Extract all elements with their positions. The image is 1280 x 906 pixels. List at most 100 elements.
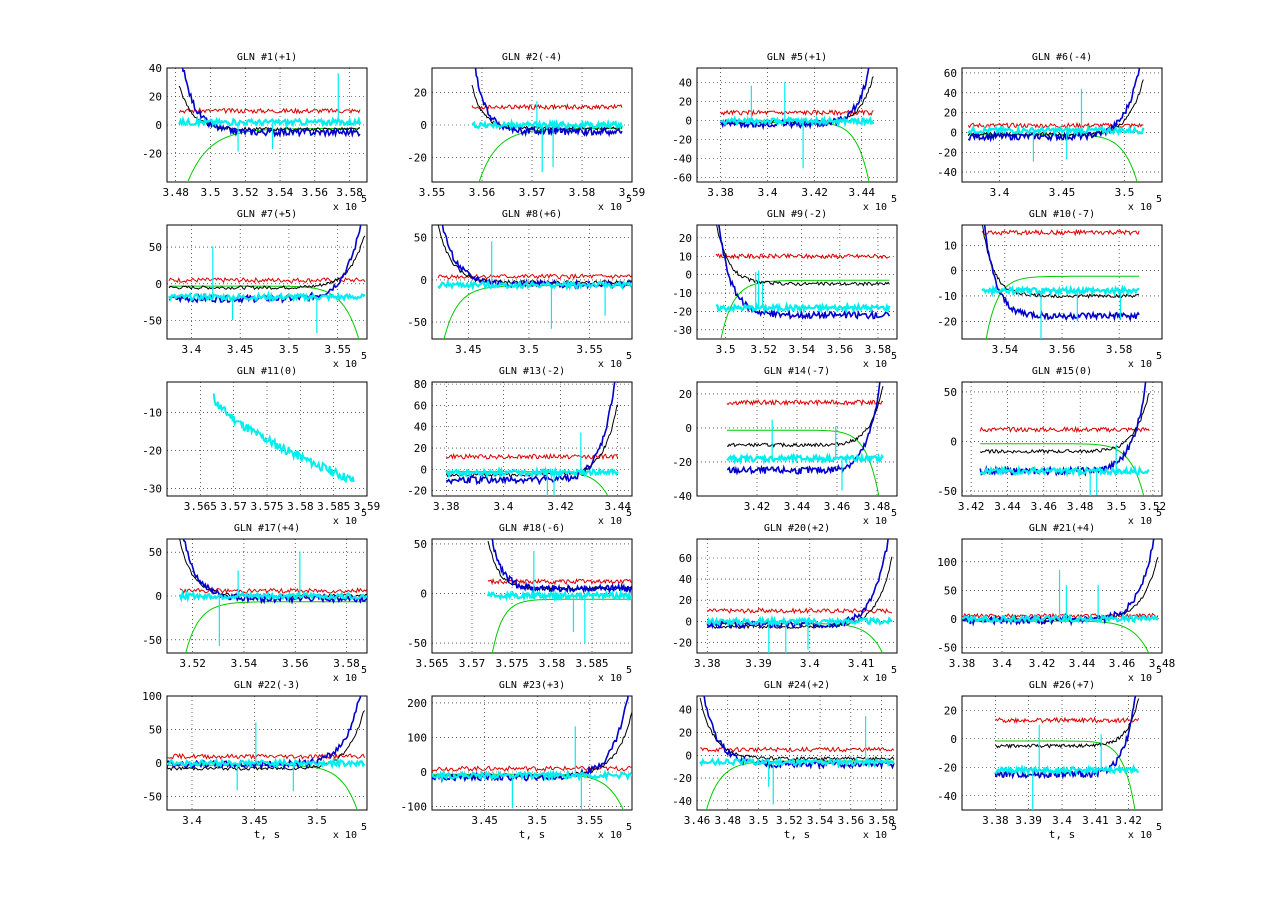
x-tick-label: 3.4 xyxy=(181,343,201,356)
y-tick-label: 100 xyxy=(142,690,162,703)
x-tick-label: 3.56 xyxy=(282,657,309,670)
axis-exponent: 5 xyxy=(626,665,632,676)
y-tick-label: 0 xyxy=(685,615,692,628)
series-cyan xyxy=(167,756,366,770)
y-tick-label: -10 xyxy=(672,287,692,300)
x-tick-label: 3.58 xyxy=(1106,343,1133,356)
series-black xyxy=(707,556,893,630)
x-tick-label: 3.58 xyxy=(868,814,895,827)
x-tick-label: 3.4 xyxy=(800,657,820,670)
y-tick-label: 20 xyxy=(679,388,692,401)
series-red xyxy=(995,716,1140,724)
axis-exponent: 5 xyxy=(891,351,897,362)
series-blue xyxy=(967,68,1141,143)
y-tick-label: 10 xyxy=(944,239,957,252)
x-tick-label: 3.585 xyxy=(575,657,608,670)
subplot-1: 3.48 3.5 3.52 3.54 3.56 3.58 -20 0 20 40 GLN #1(+1… xyxy=(142,52,368,213)
x-tick-label: 3.5 xyxy=(201,186,221,199)
subplot-title: GLN #10(-7) xyxy=(1029,209,1095,220)
series-blue xyxy=(181,68,361,139)
y-tick-label: 40 xyxy=(679,573,692,586)
x-tick-label: 3.575 xyxy=(495,657,528,670)
axis-multiplier: x 10 xyxy=(1128,202,1152,213)
y-tick-label: 50 xyxy=(414,538,427,551)
y-tick-label: -50 xyxy=(937,485,957,498)
axis-multiplier: x 10 xyxy=(1128,359,1152,370)
y-tick-label: 0 xyxy=(950,126,957,139)
x-tick-label: 3.45 xyxy=(455,343,482,356)
subplot-7: 3.5 3.52 3.54 3.56 3.58 -30 -20 -10 0 10 20 GLN #9(… xyxy=(672,209,898,370)
x-tick-label: 3.59 xyxy=(619,186,646,199)
y-tick-label: -20 xyxy=(407,152,427,165)
y-tick-label: 50 xyxy=(944,584,957,597)
x-tick-label: 3.58 xyxy=(865,343,892,356)
y-tick-label: 20 xyxy=(944,107,957,120)
y-tick-label: -20 xyxy=(672,456,692,469)
series-cyan xyxy=(178,589,367,603)
axes-box xyxy=(961,538,1163,654)
subplot-title: GLN #1(+1) xyxy=(237,52,297,63)
axis-exponent: 5 xyxy=(361,508,367,519)
y-tick-label: 40 xyxy=(149,62,162,75)
y-tick-label: 0 xyxy=(950,435,957,448)
series-green xyxy=(187,127,360,182)
series-green xyxy=(491,598,632,653)
x-tick-label: 3.55 xyxy=(576,343,603,356)
series-red xyxy=(178,107,361,115)
axis-exponent: 5 xyxy=(626,194,632,205)
axis-exponent: 5 xyxy=(891,194,897,205)
x-axis-label: t, s xyxy=(784,828,811,841)
axis-exponent: 5 xyxy=(361,665,367,676)
x-tick-label: 3.48 xyxy=(1067,500,1094,513)
series-cyan xyxy=(967,124,1145,138)
y-tick-label: 0 xyxy=(950,613,957,626)
y-tick-label: -40 xyxy=(937,790,957,803)
series-cyan xyxy=(715,300,891,315)
axis-exponent: 5 xyxy=(361,351,367,362)
y-tick-label: -50 xyxy=(937,641,957,654)
y-tick-label: 100 xyxy=(937,556,957,569)
subplot-5: 3.4 3.45 3.5 3.55 -50 0 50 GLN #7(+5) x 10 5 xyxy=(142,209,368,370)
axes-box xyxy=(431,695,633,811)
x-tick-label: 3.57 xyxy=(519,186,546,199)
series-blue xyxy=(445,382,616,486)
x-tick-label: 3.565 xyxy=(184,500,217,513)
axis-multiplier: x 10 xyxy=(863,202,887,213)
x-tick-label: 3.5 xyxy=(527,814,547,827)
y-tick-label: 0 xyxy=(420,274,427,287)
x-tick-label: 3.575 xyxy=(250,500,283,513)
x-tick-label: 3.42 xyxy=(1029,657,1056,670)
axis-multiplier: x 10 xyxy=(863,673,887,684)
y-tick-label: -50 xyxy=(407,637,427,650)
x-tick-label: 3.4 xyxy=(1052,814,1072,827)
x-tick-label: 3.5 xyxy=(279,343,299,356)
y-tick-label: 40 xyxy=(944,87,957,100)
subplot-title: GLN #9(-2) xyxy=(767,209,827,220)
y-tick-label: 0 xyxy=(685,269,692,282)
y-tick-label: -20 xyxy=(672,305,692,318)
series-cyan xyxy=(437,278,632,291)
y-tick-label: 60 xyxy=(944,67,957,80)
subplot-title: GLN #7(+5) xyxy=(237,209,297,220)
x-tick-label: 3.52 xyxy=(750,343,777,356)
y-tick-label: 0 xyxy=(685,114,692,127)
y-tick-label: 50 xyxy=(149,546,162,559)
series-blue xyxy=(491,539,632,595)
y-tick-label: 0 xyxy=(155,590,162,603)
subplot-title: GLN #6(-4) xyxy=(1032,52,1092,63)
x-tick-label: 3.55 xyxy=(419,186,446,199)
y-tick-label: -60 xyxy=(672,171,692,184)
x-tick-label: 3.58 xyxy=(287,500,314,513)
x-tick-label: 3.48 xyxy=(715,814,742,827)
x-axis-label: t, s xyxy=(254,828,281,841)
x-tick-label: 3.56 xyxy=(827,343,854,356)
y-tick-label: 0 xyxy=(685,749,692,762)
subplot-title: GLN #11(0) xyxy=(237,366,297,377)
x-tick-label: 3.46 xyxy=(824,500,851,513)
series-cyan xyxy=(471,117,624,132)
subplot-20: 3.38 3.39 3.4 3.41 3.42 -40 -20 0 20 GLN #26(+7) x… xyxy=(937,680,1163,841)
x-tick-label: 3.38 xyxy=(433,500,460,513)
y-tick-label: -40 xyxy=(937,166,957,179)
series-green xyxy=(980,443,1145,496)
series-black xyxy=(979,392,1150,455)
